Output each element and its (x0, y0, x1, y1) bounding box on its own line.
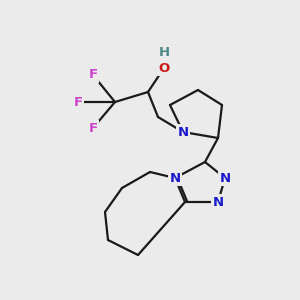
Text: O: O (158, 61, 169, 74)
Text: F: F (88, 122, 98, 134)
Text: F: F (88, 68, 98, 82)
Text: F: F (74, 95, 82, 109)
Text: N: N (177, 125, 189, 139)
Text: N: N (212, 196, 224, 208)
Text: N: N (169, 172, 181, 184)
Text: N: N (219, 172, 231, 184)
Text: H: H (158, 46, 169, 59)
